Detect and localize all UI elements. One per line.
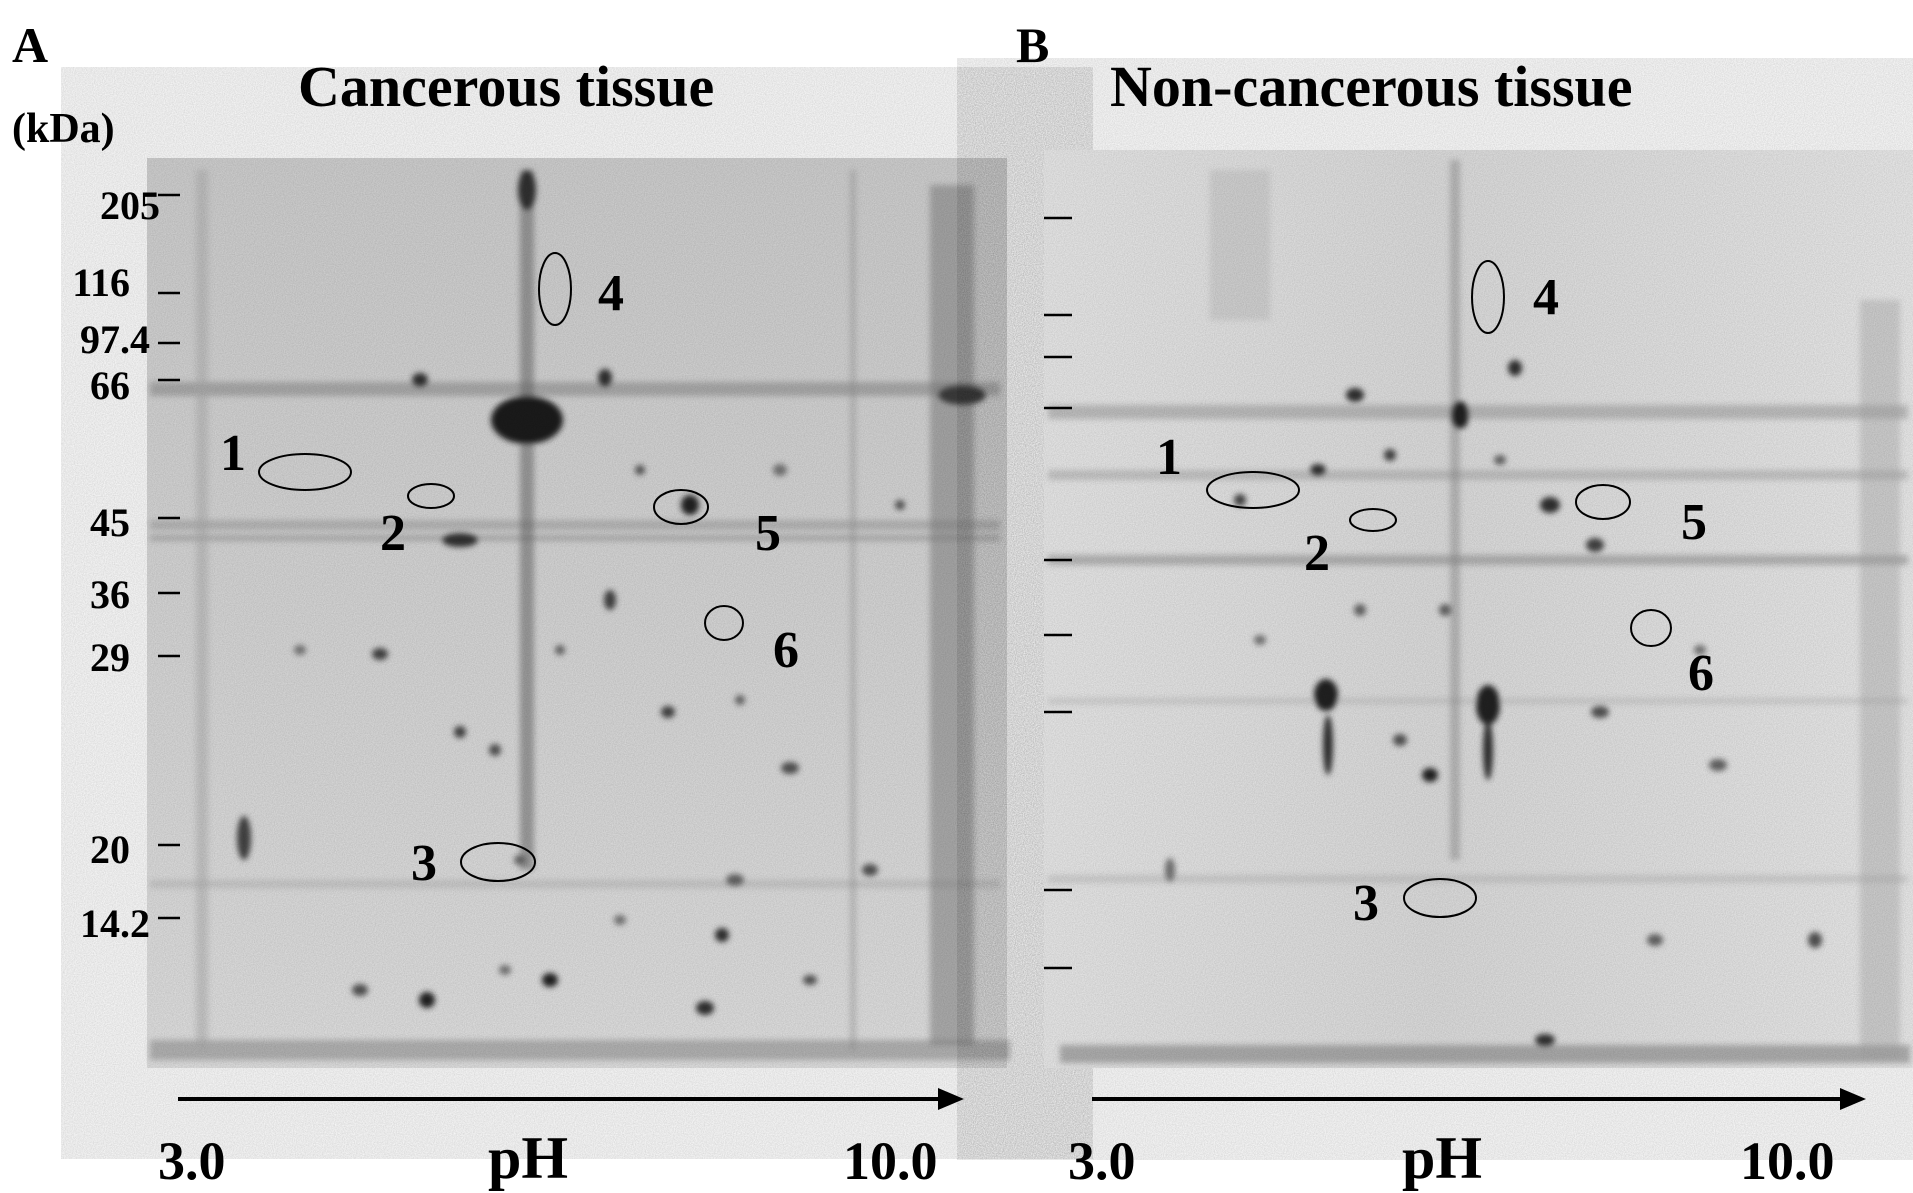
spot-circles-b [1206, 260, 1672, 918]
spot-label-b-6: 6 [1688, 645, 1714, 702]
spot-label-b-3: 3 [1353, 875, 1379, 932]
ph-arrow-a [178, 1088, 964, 1110]
spot-label-b-4: 4 [1533, 269, 1559, 326]
spot-label-b-2: 2 [1304, 525, 1330, 582]
spot-label-a-4: 4 [598, 265, 624, 322]
spot-label-b-1: 1 [1156, 429, 1182, 486]
mw-marker-20: 20 [90, 827, 130, 872]
mw-marker-116: 116 [72, 260, 130, 305]
gel-image-cancerous [147, 158, 1010, 1068]
mw-marker-36: 36 [90, 572, 130, 617]
mw-ticks-b [1044, 216, 1072, 970]
mw-marker-97-4: 97.4 [80, 317, 150, 362]
ph-arrow-b [1092, 1088, 1866, 1110]
ph-label-b: pH [1402, 1125, 1483, 1191]
panel-letter-b: B [1016, 17, 1050, 73]
ph-label-a: pH [488, 1125, 569, 1191]
mw-marker-14-2: 14.2 [80, 901, 150, 946]
spot-label-a-6: 6 [773, 622, 799, 679]
mw-marker-66: 66 [90, 363, 130, 408]
panel-title-a: Cancerous tissue [298, 54, 715, 119]
ph-end-b: 10.0 [1740, 1131, 1835, 1191]
ph-end-a: 10.0 [843, 1131, 938, 1191]
mw-marker-205: 205 [100, 183, 160, 228]
spot-label-a-1: 1 [220, 425, 246, 482]
spot-label-a-3: 3 [411, 835, 437, 892]
ph-start-b: 3.0 [1068, 1131, 1136, 1191]
mw-unit-label: (kDa) [12, 106, 115, 152]
panel-letter-a: A [12, 17, 49, 73]
gel-image-non-cancerous [1044, 150, 1913, 1068]
mw-ticks-a [158, 193, 180, 920]
spot-label-b-5: 5 [1681, 494, 1707, 551]
spot-label-a-5: 5 [755, 505, 781, 562]
spot-label-a-2: 2 [380, 505, 406, 562]
panel-title-b: Non-cancerous tissue [1110, 54, 1633, 119]
mw-marker-45: 45 [90, 500, 130, 545]
ph-start-a: 3.0 [158, 1131, 226, 1191]
spot-circles-a [258, 252, 744, 882]
mw-marker-29: 29 [90, 635, 130, 680]
